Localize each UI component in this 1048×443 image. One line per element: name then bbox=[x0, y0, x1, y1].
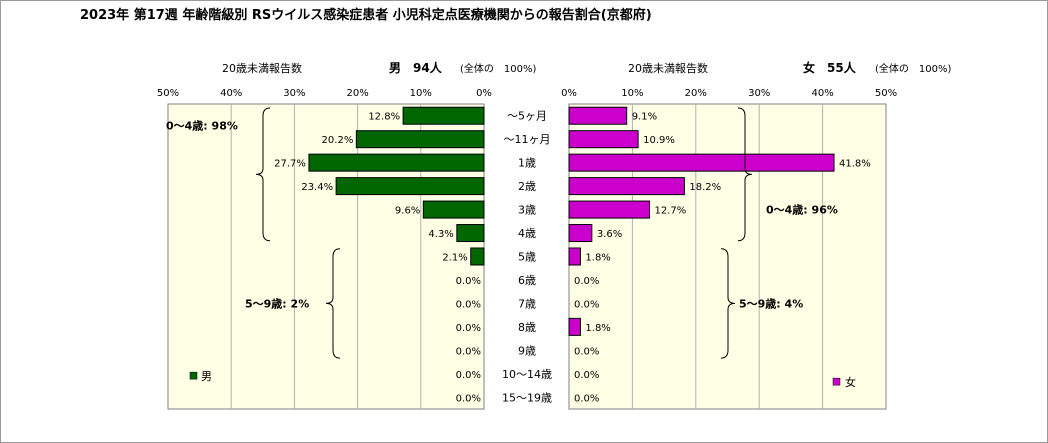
female-data-label: 12.7% bbox=[655, 206, 687, 217]
category-label: 9歳 bbox=[518, 344, 536, 357]
male-data-label: 27.7% bbox=[274, 159, 306, 170]
male-bracket-5-9 bbox=[325, 248, 341, 359]
female-data-label: 9.1% bbox=[632, 112, 657, 123]
male-legend-label: 男 bbox=[201, 370, 212, 383]
female-data-label: 41.8% bbox=[839, 159, 871, 170]
male-group-label: 0～4歳: 98% bbox=[166, 118, 238, 132]
female-bar bbox=[568, 177, 685, 196]
female-subtitle: 20歳未満報告数 bbox=[628, 62, 708, 75]
female-data-label: 0.0% bbox=[574, 393, 599, 404]
female-data-label: 18.2% bbox=[689, 182, 721, 193]
male-note: (全体の 100%) bbox=[460, 62, 536, 75]
male-axis-tick: 0% bbox=[476, 88, 492, 99]
male-axis-tick: 40% bbox=[220, 88, 242, 99]
category-label: ～5ヶ月 bbox=[507, 110, 547, 123]
male-bar bbox=[355, 130, 485, 149]
male-bracket-0-4 bbox=[255, 107, 271, 242]
category-label: 6歳 bbox=[518, 274, 536, 287]
male-group-label: 5～9歳: 2% bbox=[245, 296, 309, 310]
male-data-label: 0.0% bbox=[456, 393, 481, 404]
female-data-label: 3.6% bbox=[597, 229, 622, 240]
male-data-label: 0.0% bbox=[456, 346, 481, 357]
female-bar bbox=[568, 106, 628, 125]
chart-title: 2023年 第17週 年齢階級別 RSウイルス感染症患者 小児科定点医療機関から… bbox=[80, 7, 652, 23]
male-axis-tick: 20% bbox=[346, 88, 368, 99]
male-data-label: 0.0% bbox=[456, 323, 481, 334]
category-label: 10～14歳 bbox=[502, 368, 552, 381]
male-bar bbox=[335, 177, 485, 196]
category-label: 1歳 bbox=[518, 157, 536, 170]
male-axis-tick: 50% bbox=[157, 88, 179, 99]
female-note: (全体の 100%) bbox=[875, 62, 951, 75]
female-axis-tick: 40% bbox=[811, 88, 833, 99]
male-plot-area bbox=[167, 103, 485, 410]
male-bar bbox=[402, 106, 485, 125]
male-axis-tick: 10% bbox=[410, 88, 432, 99]
female-bar bbox=[568, 200, 651, 219]
male-data-label: 0.0% bbox=[456, 276, 481, 287]
male-data-label: 0.0% bbox=[456, 370, 481, 381]
male-data-label: 12.8% bbox=[368, 112, 400, 123]
category-label: ～11ヶ月 bbox=[504, 133, 551, 146]
female-data-label: 1.8% bbox=[585, 253, 610, 264]
female-bar bbox=[568, 130, 639, 149]
category-label: 7歳 bbox=[518, 297, 536, 310]
male-data-label: 9.6% bbox=[395, 206, 420, 217]
female-group-label: 0～4歳: 96% bbox=[766, 203, 838, 217]
female-axis-tick: 50% bbox=[875, 88, 897, 99]
female-data-label: 0.0% bbox=[574, 299, 599, 310]
female-header: 女 55人 bbox=[803, 60, 857, 75]
female-data-label: 0.0% bbox=[574, 276, 599, 287]
female-data-label: 10.9% bbox=[643, 135, 675, 146]
female-legend-swatch bbox=[832, 377, 841, 386]
male-header: 男 94人 bbox=[389, 60, 443, 75]
female-axis-tick: 30% bbox=[748, 88, 770, 99]
category-label: 4歳 bbox=[518, 227, 536, 240]
female-legend-label: 女 bbox=[845, 375, 856, 389]
female-bracket-0-4 bbox=[737, 107, 753, 242]
male-data-label: 2.1% bbox=[442, 253, 467, 264]
male-bar bbox=[422, 200, 485, 219]
male-bar bbox=[308, 153, 485, 172]
female-axis-tick: 10% bbox=[621, 88, 643, 99]
male-data-label: 0.0% bbox=[456, 299, 481, 310]
category-label: 3歳 bbox=[518, 204, 536, 217]
male-subtitle: 20歳未満報告数 bbox=[222, 62, 302, 75]
female-data-label: 0.0% bbox=[574, 370, 599, 381]
female-axis-tick: 20% bbox=[685, 88, 707, 99]
category-label: 15～19歳 bbox=[502, 391, 552, 404]
female-axis-tick: 0% bbox=[561, 88, 577, 99]
category-label: 8歳 bbox=[518, 321, 536, 334]
male-bar bbox=[470, 247, 485, 266]
female-bar bbox=[568, 247, 581, 266]
female-bar bbox=[568, 317, 581, 336]
category-label: 5歳 bbox=[518, 251, 536, 264]
male-axis-tick: 30% bbox=[283, 88, 305, 99]
female-data-label: 0.0% bbox=[574, 346, 599, 357]
female-bar bbox=[568, 224, 593, 243]
female-group-label: 5～9歳: 4% bbox=[739, 296, 803, 310]
female-bar bbox=[568, 153, 835, 172]
category-label: 2歳 bbox=[518, 180, 536, 193]
female-bracket-5-9 bbox=[720, 248, 736, 359]
male-data-label: 20.2% bbox=[322, 135, 354, 146]
male-data-label: 4.3% bbox=[428, 229, 453, 240]
female-data-label: 1.8% bbox=[585, 323, 610, 334]
male-legend-swatch bbox=[189, 371, 198, 380]
male-data-label: 23.4% bbox=[301, 182, 333, 193]
male-bar bbox=[456, 224, 485, 243]
